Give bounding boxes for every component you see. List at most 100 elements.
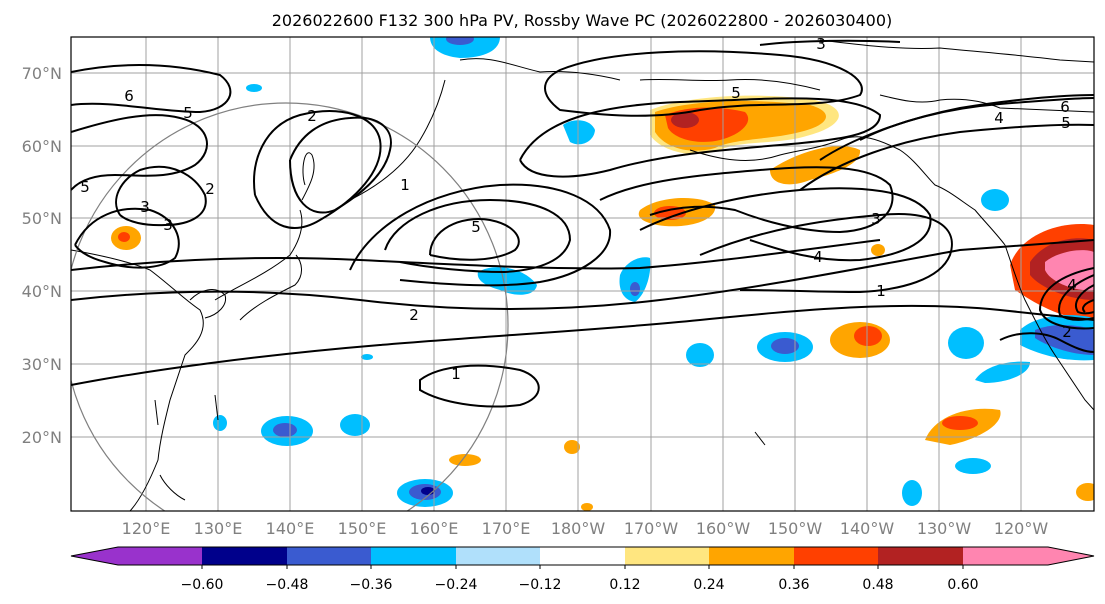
contour-label: 3 <box>163 216 173 234</box>
contour-label: 2 <box>1062 323 1072 341</box>
anomaly-positive-s7 <box>581 503 593 511</box>
lon-label: 160°W <box>696 519 751 538</box>
contour-label: 5 <box>471 218 481 236</box>
colorbar-segment <box>371 547 456 565</box>
contour-label: 2 <box>307 107 317 125</box>
colorbar-segment <box>456 547 540 565</box>
lat-label: 70°N <box>22 64 62 83</box>
anomaly-negative-s2-core <box>771 338 799 354</box>
contour-label: 3 <box>140 198 150 216</box>
map-frame <box>70 36 1095 512</box>
contour-label: 3 <box>816 35 826 53</box>
contour-label: 1 <box>876 282 886 300</box>
pv-contour-labels: 3 6 5 2 5 4 6 5 5 2 1 3 3 5 3 4 1 2 1 4 … <box>80 35 1077 383</box>
anomaly-positive-s2-core <box>942 416 978 430</box>
colorbar: −0.60 −0.48 −0.36 −0.24 −0.12 0.12 0.24 … <box>70 546 1095 593</box>
colorbar-segment <box>540 547 625 565</box>
lon-label: 170°E <box>482 519 531 538</box>
anomaly-positive-aleutian-core <box>654 206 686 220</box>
anomaly-negative-kamchatka <box>563 120 595 145</box>
colorbar-tick-label: −0.48 <box>266 577 309 593</box>
projection-ring <box>71 102 509 511</box>
contour-label: 5 <box>80 178 90 196</box>
lat-label: 30°N <box>22 355 62 374</box>
contour-label: 5 <box>731 84 741 102</box>
lon-label: 130°E <box>194 519 243 538</box>
colorbar-segment <box>287 547 371 565</box>
colorbar-segment <box>963 547 1048 565</box>
anomaly-negative-s3 <box>948 327 984 359</box>
lon-label: 160°E <box>410 519 459 538</box>
colorbar-tick-label: 0.12 <box>609 577 640 593</box>
lon-label: 140°E <box>266 519 315 538</box>
map-panel: 3 6 5 2 5 4 6 5 5 2 1 3 3 5 3 4 1 2 1 4 … <box>71 35 1094 511</box>
contour-label: 5 <box>183 104 193 122</box>
colorbar-tick-label: 0.60 <box>947 577 978 593</box>
colorbar-tick-label: −0.24 <box>435 577 478 593</box>
anomaly-positive-bering-peak <box>671 112 699 128</box>
anomaly-positive-s4 <box>564 440 580 454</box>
anomaly-negative-s1 <box>686 343 714 367</box>
colorbar-segment <box>118 547 202 565</box>
longitude-labels: 120°E 130°E 140°E 150°E 160°E 170°E 180°… <box>122 519 1049 538</box>
colorbar-over-triangle <box>1048 547 1094 565</box>
contour-label: 4 <box>994 109 1004 127</box>
anomaly-negative-top-core <box>446 37 474 45</box>
contour-label: 4 <box>813 248 823 266</box>
colorbar-tick-label: −0.12 <box>519 577 562 593</box>
contour-label: 1 <box>400 176 410 194</box>
anomaly-negative-small-nw <box>246 84 262 92</box>
anomaly-negative-westcoast-core <box>1035 325 1094 355</box>
lon-label: 130°W <box>917 519 972 538</box>
lon-label: 120°W <box>994 519 1049 538</box>
contour-label: 5 <box>1061 114 1071 132</box>
colorbar-tick-label: 0.36 <box>778 577 809 593</box>
colorbar-under-triangle <box>71 547 118 565</box>
colorbar-segment <box>625 547 709 565</box>
pv-contours <box>71 39 1094 408</box>
colorbar-tick-label: −0.60 <box>181 577 224 593</box>
anomaly-negative-baja <box>975 361 1030 383</box>
anomaly-negative-top <box>430 37 500 58</box>
anomaly-positive-s6 <box>1076 483 1094 501</box>
colorbar-segment <box>709 547 794 565</box>
lat-label: 50°N <box>22 209 62 228</box>
lat-label: 20°N <box>22 428 62 447</box>
anomaly-negative-dateline-core <box>630 282 640 296</box>
lon-label: 120°E <box>122 519 171 538</box>
anomaly-positive-gulf-alaska <box>770 146 861 185</box>
anomaly-negative-s5 <box>340 414 370 436</box>
contour-label: 2 <box>205 180 215 198</box>
anomaly-negative-s8 <box>955 458 991 474</box>
lon-label: 150°W <box>768 519 823 538</box>
anomaly-negative-s9 <box>902 480 922 506</box>
lon-label: 180°W <box>551 519 606 538</box>
anomaly-positive-s1-core <box>854 326 882 346</box>
anomaly-negative-s6 <box>213 415 227 431</box>
anomaly-negative-bc <box>981 189 1009 211</box>
colorbar-tick-label: 0.24 <box>693 577 724 593</box>
lon-label: 150°E <box>338 519 387 538</box>
contour-label: 3 <box>871 210 881 228</box>
lon-label: 170°W <box>624 519 679 538</box>
anomaly-positive-s5 <box>871 244 885 256</box>
lon-label: 140°W <box>840 519 895 538</box>
colorbar-tick-label: 0.48 <box>862 577 893 593</box>
anomaly-negative-s10 <box>361 354 373 360</box>
anomaly-negative-central <box>477 267 537 295</box>
latitude-labels: 70°N 60°N 50°N 40°N 30°N 20°N <box>22 64 62 447</box>
contour-label: 6 <box>1060 98 1070 116</box>
anomaly-positive-west-core <box>118 232 130 242</box>
anomaly-negative-s4-core <box>273 423 297 437</box>
contour-label: 1 <box>451 365 461 383</box>
contour-label: 2 <box>409 306 419 324</box>
colorbar-tick-label: −0.36 <box>350 577 393 593</box>
colorbar-segment <box>878 547 963 565</box>
lat-label: 60°N <box>22 137 62 156</box>
lat-label: 40°N <box>22 282 62 301</box>
contour-label: 4 <box>1067 276 1077 294</box>
colorbar-segment <box>794 547 878 565</box>
figure-title: 2026022600 F132 300 hPa PV, Rossby Wave … <box>272 11 893 30</box>
anomaly-positive-s3 <box>449 454 481 466</box>
